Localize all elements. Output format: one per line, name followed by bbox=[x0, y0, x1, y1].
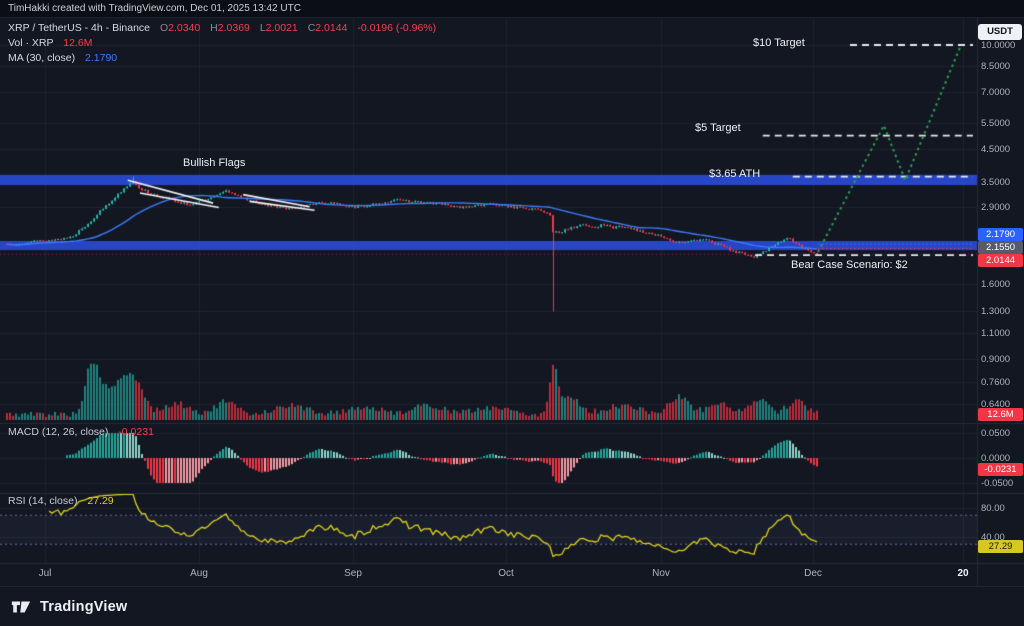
macd-label: MACD (12, 26, close) bbox=[8, 426, 109, 438]
rsi-tick-label: 80.00 bbox=[981, 503, 1005, 514]
rsi-legend-row[interactable]: RSI (14, close) 27.29 bbox=[8, 495, 114, 507]
month-tick-label: Nov bbox=[652, 568, 670, 579]
price-axis-badge: 2.1790 bbox=[978, 228, 1023, 242]
macd-legend-row[interactable]: MACD (12, 26, close) -0.0231 bbox=[8, 426, 154, 438]
price-tick-label: 8.5000 bbox=[981, 61, 1011, 73]
ma-label: MA (30, close) bbox=[8, 52, 76, 64]
ohlc-close-value: 2.0144 bbox=[315, 22, 348, 34]
ohlc-open-value: 2.0340 bbox=[168, 22, 201, 34]
price-tick-label: 7.0000 bbox=[981, 86, 1011, 98]
price-tick-label: 4.5000 bbox=[981, 144, 1011, 156]
ohlc-high-label: H bbox=[210, 22, 218, 34]
month-tick-label: Aug bbox=[190, 568, 208, 579]
price-tick-label: 10.0000 bbox=[981, 40, 1016, 51]
ohlc-low-label: L bbox=[259, 22, 266, 34]
change-value: -0.0196 (-0.96%) bbox=[357, 22, 437, 34]
price-axis-currency-button[interactable]: USDT bbox=[978, 24, 1022, 40]
ohlc-low-value: 2.0021 bbox=[265, 22, 298, 34]
symbol-legend-row[interactable]: XRP / TetherUS - 4h - Binance O2.0340 H2… bbox=[8, 21, 436, 36]
tradingview-logo-icon[interactable] bbox=[10, 596, 32, 618]
price-tick-label: 1.1000 bbox=[981, 328, 1011, 340]
price-tick-label: 1.6000 bbox=[981, 279, 1011, 291]
volume-axis-badge: 12.6M bbox=[978, 408, 1023, 421]
macd-tick-label: 0.0000 bbox=[981, 453, 1011, 464]
macd-tick-label: -0.0500 bbox=[981, 478, 1014, 489]
ohlc-open-label: O bbox=[159, 22, 169, 34]
attribution-bar: TimHakki created with TradingView.com, D… bbox=[0, 0, 1024, 18]
ma-legend-row[interactable]: MA (30, close) 2.1790 bbox=[8, 51, 436, 66]
price-tick-label: 0.6400 bbox=[981, 399, 1011, 410]
volume-value: 12.6M bbox=[63, 37, 93, 49]
month-tick-label: Sep bbox=[344, 568, 362, 579]
year-tick-label: 20 bbox=[957, 568, 969, 579]
macd-tick-label: 0.0500 bbox=[981, 428, 1011, 439]
rsi-value: 27.29 bbox=[87, 495, 114, 507]
price-tick-label: 5.5000 bbox=[981, 118, 1011, 130]
rsi-label: RSI (14, close) bbox=[8, 495, 78, 507]
ath-annotation[interactable]: $3.65 ATH bbox=[709, 168, 761, 180]
chart-legend: XRP / TetherUS - 4h - Binance O2.0340 H2… bbox=[8, 21, 436, 66]
ma-value: 2.1790 bbox=[85, 52, 118, 64]
volume-legend-row[interactable]: Vol · XRP 12.6M bbox=[8, 36, 436, 51]
symbol-title: XRP / TetherUS - 4h - Binance bbox=[8, 22, 151, 34]
price-axis-badge: 2.1550 bbox=[978, 241, 1023, 255]
ohlc-high-value: 2.0369 bbox=[217, 22, 250, 34]
macd-axis-badge: -0.0231 bbox=[978, 463, 1023, 477]
price-tick-label: 3.5000 bbox=[981, 177, 1011, 189]
price-tick-label: 1.3000 bbox=[981, 306, 1011, 318]
bullish-flags-annotation[interactable]: Bullish Flags bbox=[183, 157, 246, 169]
branding-bar: TradingView bbox=[0, 586, 1024, 626]
month-tick-label: Jul bbox=[38, 568, 52, 579]
tradingview-wordmark[interactable]: TradingView bbox=[40, 598, 128, 615]
bear-case-annotation[interactable]: Bear Case Scenario: $2 bbox=[791, 259, 908, 271]
month-tick-label: Dec bbox=[804, 568, 822, 579]
target-10-annotation[interactable]: $10 Target bbox=[753, 37, 805, 49]
volume-label: Vol · XRP bbox=[8, 37, 54, 49]
target-5-annotation[interactable]: $5 Target bbox=[695, 122, 741, 134]
price-tick-label: 0.7600 bbox=[981, 376, 1011, 388]
attribution-text: TimHakki created with TradingView.com, D… bbox=[8, 3, 301, 14]
price-tick-label: 0.9000 bbox=[981, 354, 1011, 366]
price-tick-label: 2.9000 bbox=[981, 201, 1011, 213]
month-tick-label: Oct bbox=[498, 568, 514, 579]
rsi-axis-badge: 27.29 bbox=[978, 539, 1023, 553]
ohlc-close-label: C bbox=[307, 22, 316, 34]
macd-value: -0.0231 bbox=[118, 426, 154, 438]
price-axis-badge: 2.0144 bbox=[978, 254, 1023, 268]
rsi-tick-label: 40.00 bbox=[981, 532, 1005, 543]
